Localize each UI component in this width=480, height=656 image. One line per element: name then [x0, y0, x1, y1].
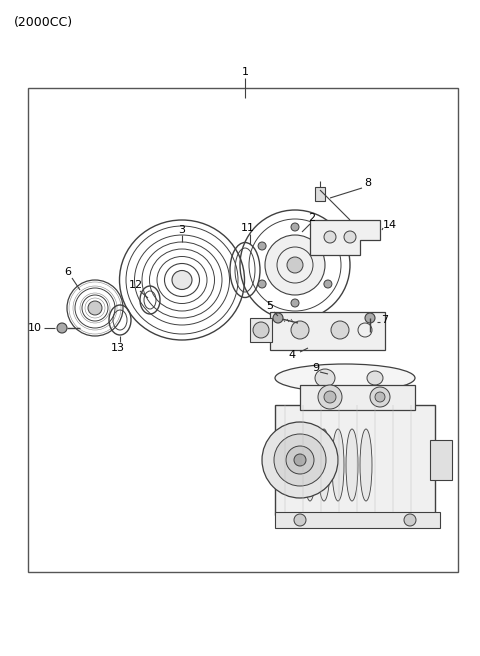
- Ellipse shape: [304, 429, 316, 501]
- Text: 10: 10: [28, 323, 42, 333]
- Circle shape: [88, 301, 102, 315]
- Circle shape: [286, 446, 314, 474]
- Bar: [315, 187, 325, 201]
- Circle shape: [258, 280, 266, 288]
- Text: 2: 2: [309, 213, 315, 223]
- Bar: [250, 318, 272, 342]
- Circle shape: [294, 454, 306, 466]
- Bar: [430, 440, 452, 480]
- Text: 8: 8: [364, 178, 372, 188]
- Ellipse shape: [332, 429, 344, 501]
- Bar: [275, 512, 440, 528]
- Ellipse shape: [172, 270, 192, 289]
- Circle shape: [365, 313, 375, 323]
- Circle shape: [324, 280, 332, 288]
- Bar: [28, 88, 458, 572]
- Text: 7: 7: [382, 315, 389, 325]
- Circle shape: [344, 231, 356, 243]
- Text: 6: 6: [64, 267, 72, 277]
- Text: 12: 12: [129, 280, 143, 290]
- Circle shape: [370, 387, 390, 407]
- Text: 4: 4: [288, 350, 296, 360]
- Circle shape: [324, 391, 336, 403]
- Ellipse shape: [275, 364, 415, 392]
- Text: (2000CC): (2000CC): [14, 16, 73, 29]
- Circle shape: [258, 242, 266, 250]
- Ellipse shape: [360, 429, 372, 501]
- Ellipse shape: [346, 429, 358, 501]
- Circle shape: [404, 514, 416, 526]
- Circle shape: [291, 223, 299, 231]
- Bar: [300, 385, 415, 410]
- Ellipse shape: [318, 429, 330, 501]
- Circle shape: [265, 235, 325, 295]
- Circle shape: [287, 257, 303, 273]
- Text: 5: 5: [266, 301, 274, 311]
- Circle shape: [324, 242, 332, 250]
- Ellipse shape: [367, 371, 383, 385]
- Bar: [270, 312, 385, 350]
- Circle shape: [294, 514, 306, 526]
- Circle shape: [318, 385, 342, 409]
- Circle shape: [273, 313, 283, 323]
- Circle shape: [324, 231, 336, 243]
- Text: 9: 9: [312, 363, 320, 373]
- Text: 13: 13: [111, 343, 125, 353]
- Circle shape: [57, 323, 67, 333]
- Polygon shape: [310, 220, 380, 255]
- Circle shape: [262, 422, 338, 498]
- Circle shape: [274, 434, 326, 486]
- Text: 3: 3: [179, 225, 185, 235]
- Circle shape: [331, 321, 349, 339]
- Circle shape: [291, 299, 299, 307]
- Circle shape: [253, 322, 269, 338]
- Text: 1: 1: [241, 67, 249, 77]
- Text: 11: 11: [241, 223, 255, 233]
- Bar: [275, 405, 435, 515]
- Circle shape: [291, 321, 309, 339]
- Circle shape: [375, 392, 385, 402]
- Text: 14: 14: [383, 220, 397, 230]
- Ellipse shape: [315, 369, 335, 387]
